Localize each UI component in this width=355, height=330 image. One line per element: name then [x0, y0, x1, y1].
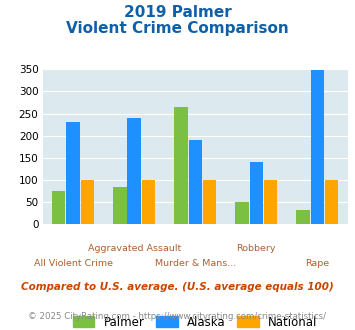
Bar	[250, 162, 263, 224]
Bar	[127, 118, 141, 224]
Text: Aggravated Assault: Aggravated Assault	[88, 244, 181, 253]
Bar	[311, 70, 324, 224]
Text: Robbery: Robbery	[236, 244, 276, 253]
Text: Rape: Rape	[305, 259, 329, 268]
Bar	[235, 202, 248, 224]
Text: Violent Crime Comparison: Violent Crime Comparison	[66, 21, 289, 36]
Bar	[66, 122, 80, 224]
Bar	[52, 191, 66, 224]
Bar	[174, 107, 188, 224]
Bar	[296, 210, 310, 224]
Legend: Palmer, Alaska, National: Palmer, Alaska, National	[68, 311, 322, 330]
Bar	[142, 180, 155, 224]
Bar	[203, 180, 216, 224]
Text: All Violent Crime: All Violent Crime	[34, 259, 113, 268]
Bar	[325, 180, 338, 224]
Text: Murder & Mans...: Murder & Mans...	[155, 259, 236, 268]
Bar	[264, 180, 277, 224]
Text: © 2025 CityRating.com - https://www.cityrating.com/crime-statistics/: © 2025 CityRating.com - https://www.city…	[28, 312, 327, 321]
Bar	[189, 140, 202, 224]
Text: 2019 Palmer: 2019 Palmer	[124, 5, 231, 20]
Text: Compared to U.S. average. (U.S. average equals 100): Compared to U.S. average. (U.S. average …	[21, 282, 334, 292]
Bar	[81, 180, 94, 224]
Bar	[113, 187, 126, 224]
